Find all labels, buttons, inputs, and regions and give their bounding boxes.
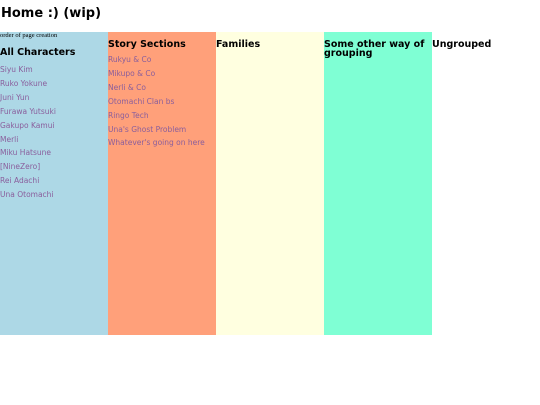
- column-heading: Ungrouped: [432, 39, 492, 50]
- page-link[interactable]: Ruko Yokune: [0, 78, 48, 88]
- page-title: Home :) (wip): [1, 6, 102, 21]
- link-list: Siyu Kim Ruko Yokune Juni Yun Furawa Yutsuk…: [0, 63, 108, 202]
- column-heading: Some other way of grouping: [324, 39, 425, 59]
- page-link[interactable]: Juni Yun: [0, 92, 30, 102]
- column-heading: Families: [216, 39, 261, 50]
- page-link[interactable]: [NineZero]: [0, 162, 41, 172]
- page-link[interactable]: Furawa Yutsuki: [0, 106, 56, 116]
- page-link[interactable]: Whatever's going on here: [108, 138, 205, 148]
- column-note: order of page creation: [0, 32, 58, 39]
- page-link[interactable]: Una Otomachi: [0, 190, 54, 200]
- page-link[interactable]: Siyu Kim: [0, 65, 33, 74]
- page-link[interactable]: Nerli & Co: [108, 82, 146, 92]
- column: Families: [216, 32, 324, 335]
- page-link[interactable]: Merli: [0, 134, 19, 144]
- page-link[interactable]: Una's Ghost Problem: [108, 124, 187, 134]
- page-link[interactable]: Mikupo & Co: [108, 68, 156, 78]
- column-heading: All Characters: [0, 47, 76, 58]
- page-link[interactable]: Ringo Tech: [108, 110, 149, 120]
- link-list: Rukyu & Co Mikupo & Co Nerli & Co Otomachi …: [108, 53, 216, 150]
- column: Story Sections Rukyu & Co Mikupo & Co Nerli…: [108, 32, 216, 335]
- column: Ungrouped: [432, 32, 540, 335]
- page-link[interactable]: Miku Hatsune: [0, 148, 52, 158]
- page-link[interactable]: Rei Adachi: [0, 176, 40, 186]
- page-link[interactable]: Rukyu & Co: [108, 55, 152, 64]
- column-heading: Story Sections: [108, 39, 186, 50]
- column: Some other way of grouping: [324, 32, 432, 335]
- page-link[interactable]: Otomachi Clan bs: [108, 96, 175, 106]
- page-link[interactable]: Gakupo Kamui: [0, 120, 55, 130]
- column: order of page creation All Characters Siyu…: [0, 32, 108, 335]
